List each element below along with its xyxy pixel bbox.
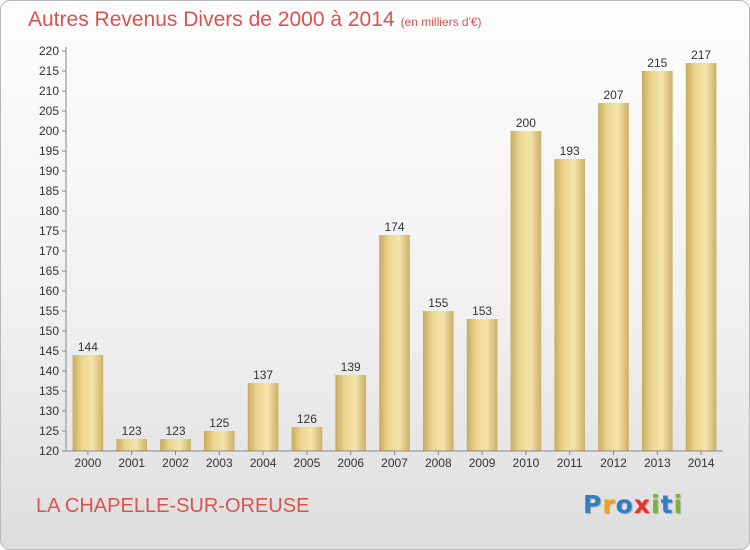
x-tick-label: 2004 [250,456,277,470]
x-tick-label: 2013 [644,456,671,470]
y-tick-label: 155 [39,304,59,318]
bar [685,63,717,451]
x-tick-label: 2012 [600,456,627,470]
x-axis: 2000 2001 2002 2003 2004 2005 2006 2007 2008 2009… [66,450,723,470]
brand-letter: o [615,490,634,519]
y-tick-label: 175 [39,224,59,238]
y-tick-label: 180 [39,204,59,218]
x-tick-label: 2009 [469,456,496,470]
data-label: 153 [472,304,492,318]
brand-letter: i [673,490,684,519]
y-tick-label: 160 [39,284,59,298]
y-axis: 120 125 130 135 140 145 150 155 160 165 170 175 180 1… [39,44,67,458]
bar [247,383,279,451]
bar [598,103,629,451]
data-label: 139 [341,360,361,374]
x-tick-label: 2011 [557,456,583,470]
data-label: 217 [691,48,711,62]
x-tick-label: 2001 [118,456,145,470]
bar [641,71,673,451]
data-label: 126 [297,412,317,426]
x-tick-label: 2014 [688,456,715,470]
brand-logo: Proxiti [583,490,683,519]
data-label: 125 [209,416,229,430]
data-label: 144 [78,340,98,354]
y-tick-label: 120 [39,444,59,458]
data-label: 174 [384,220,404,234]
x-tick-label: 2002 [162,456,189,470]
x-tick-label: 2008 [425,456,452,470]
bar [116,439,148,451]
y-tick-label: 210 [39,84,59,98]
y-tick-label: 190 [39,164,59,178]
bar [160,439,191,451]
title-text: Autres Revenus Divers de 2000 à 2014 [28,8,395,31]
x-tick-label: 2000 [75,456,102,470]
x-tick-label: 2007 [381,456,408,470]
data-label: 155 [428,296,448,310]
x-tick-label: 2010 [513,456,540,470]
bars: 144 123 123 125 137 126 139 174 155 153 200 193 207 2… [72,48,717,451]
x-tick-label: 2006 [337,456,364,470]
bar [291,427,323,451]
bar [203,431,235,451]
data-label: 137 [253,368,273,382]
data-label: 207 [603,88,623,102]
y-tick-label: 135 [39,384,59,398]
data-label: 123 [122,424,142,438]
x-tick-label: 2005 [294,456,321,470]
y-tick-label: 125 [39,424,59,438]
unit-label: (en milliers d'€) [400,15,482,29]
bar [554,159,586,451]
x-tick-label: 2003 [206,456,233,470]
location-label: LA CHAPELLE-SUR-OREUSE [36,495,310,517]
brand-letter: P [583,490,603,519]
bar [422,311,454,451]
brand-letter: t [660,490,674,519]
bar [379,235,410,451]
y-tick-label: 195 [39,144,59,158]
y-tick-label: 200 [39,124,59,138]
data-label: 123 [165,424,185,438]
y-tick-label: 220 [39,44,59,58]
y-tick-label: 205 [39,104,59,118]
y-tick-label: 215 [39,64,59,78]
brand-letter: r [602,490,616,519]
y-tick-label: 165 [39,264,59,278]
brand-letter: i [651,490,661,519]
y-tick-label: 170 [39,244,59,258]
bar [510,131,542,451]
y-tick-label: 130 [39,404,59,418]
chart-title: Autres Revenus Divers de 2000 à 2014 (en … [28,8,482,32]
data-label: 193 [560,144,580,158]
data-label: 215 [647,56,667,70]
bar [72,355,104,451]
brand-letter: x [633,490,651,519]
data-label: 200 [516,116,536,130]
bar [335,375,367,451]
y-tick-label: 140 [39,364,59,378]
bar [466,319,498,451]
y-tick-label: 150 [39,324,59,338]
y-tick-label: 185 [39,184,59,198]
y-tick-label: 145 [39,344,59,358]
